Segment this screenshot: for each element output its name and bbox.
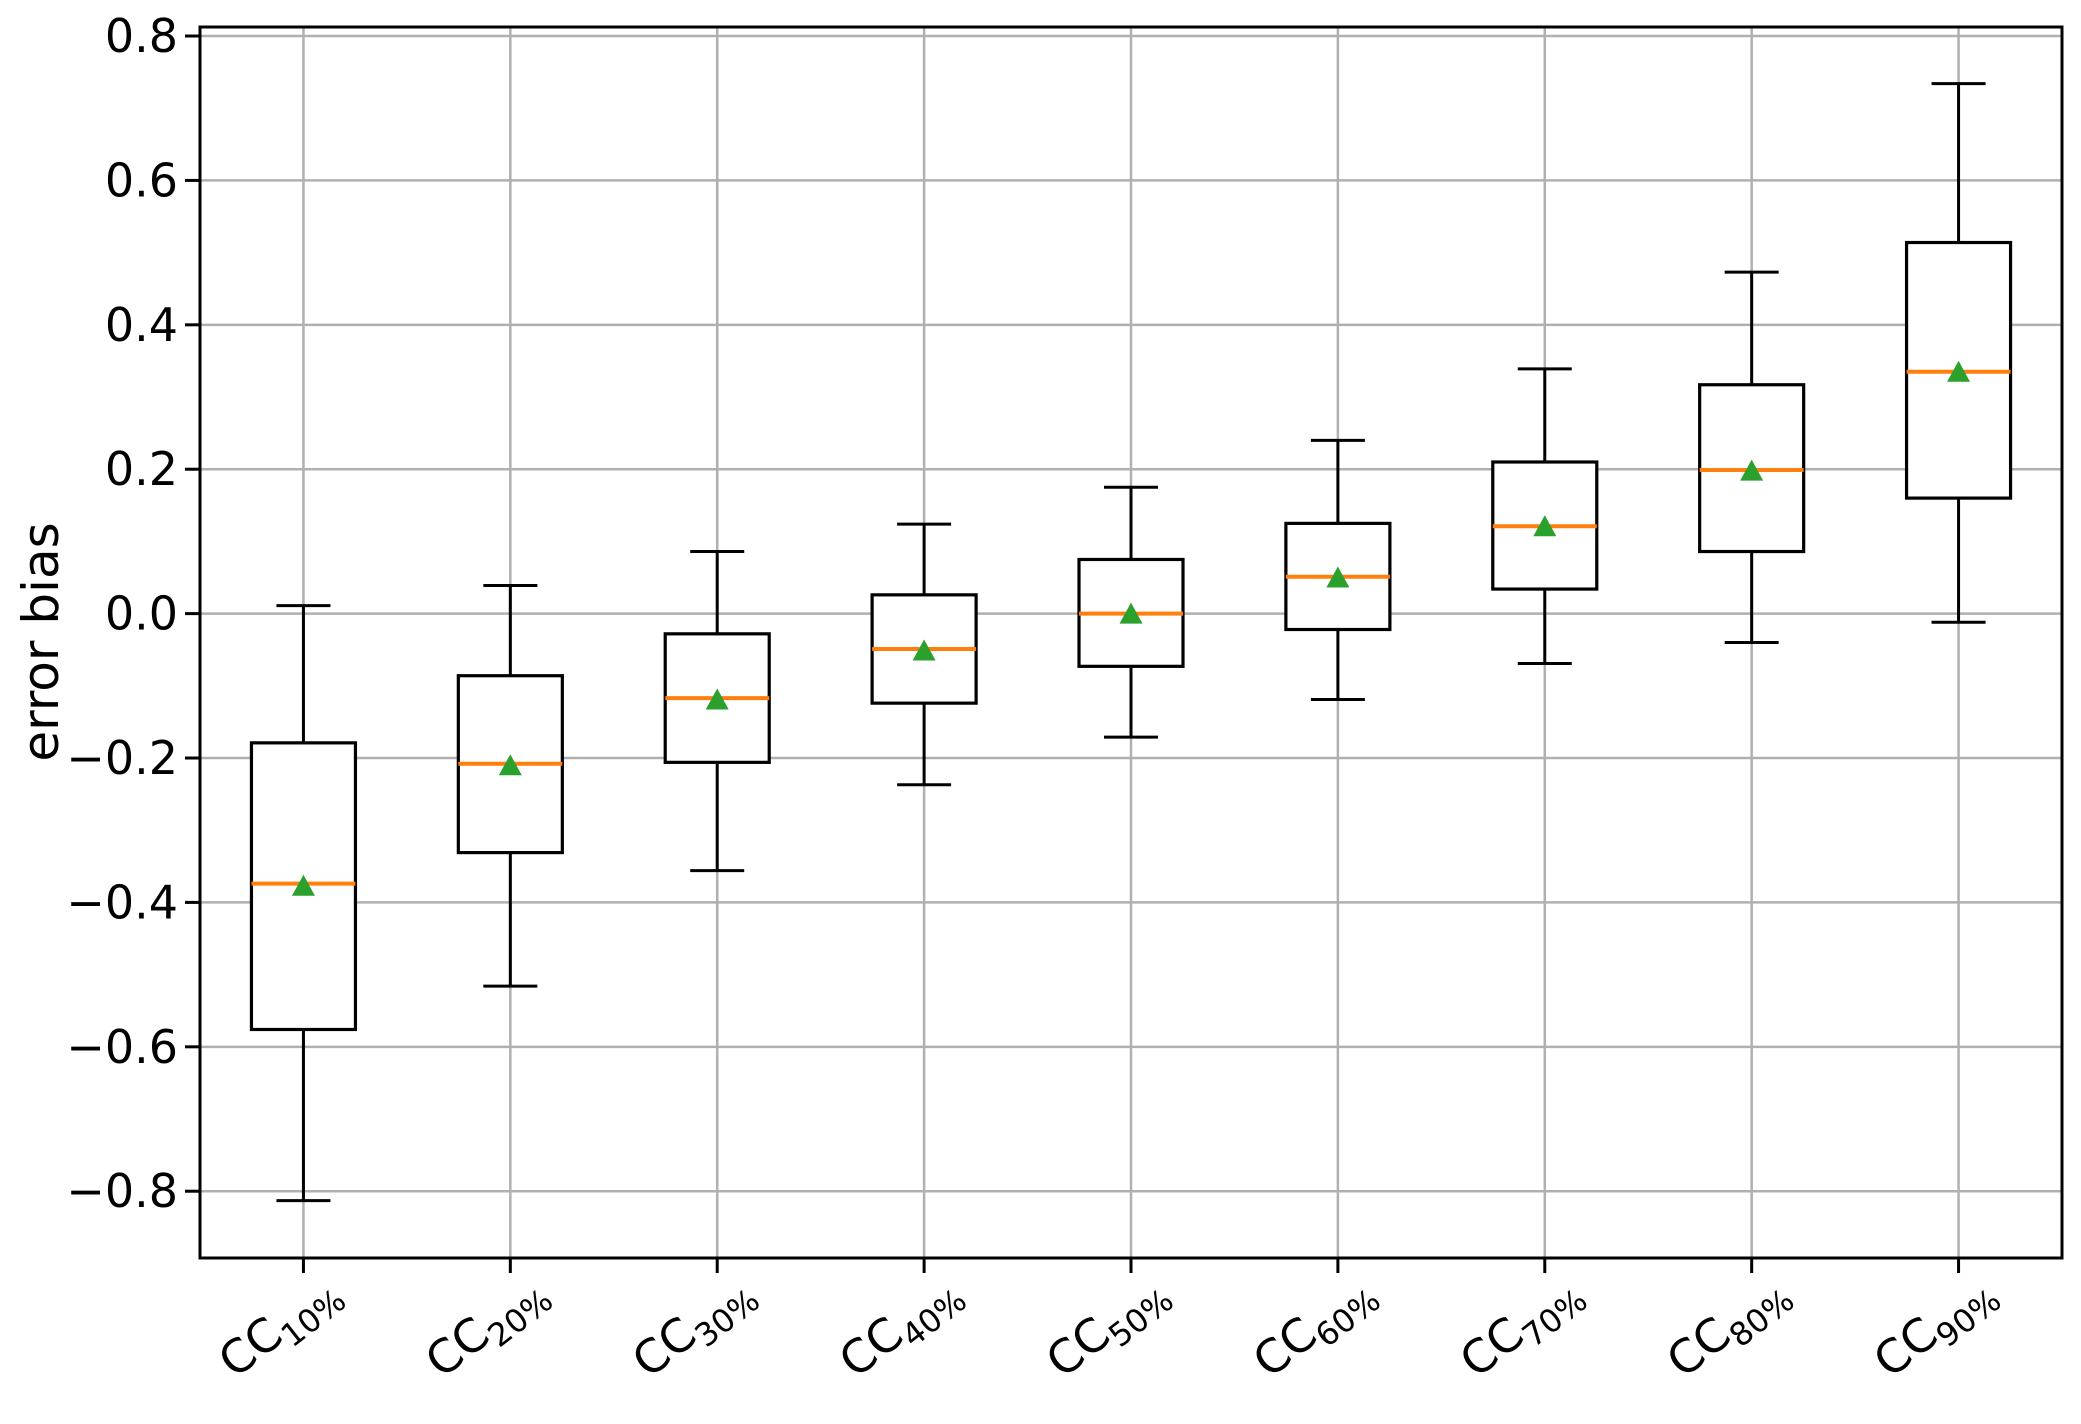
plot-frame [198, 25, 2064, 1260]
x-tick-label: CC70% [1450, 1262, 1595, 1394]
boxplot-box-CC50% [1077, 485, 1185, 739]
x-tick-label-base: CC [622, 1306, 706, 1388]
mean-marker [1326, 566, 1350, 588]
boxplot-box-CC30% [663, 550, 771, 873]
boxplot-box-CC60% [1284, 438, 1392, 702]
x-tick-label-base: CC [1863, 1306, 1947, 1388]
y-tick-label: −0.8 [66, 1164, 178, 1218]
mean-marker [1533, 515, 1557, 537]
x-tick-label: CC60% [1243, 1262, 1388, 1394]
mean-marker [498, 754, 522, 776]
boxplot-box-CC80% [1698, 270, 1806, 644]
boxplot-box-CC40% [870, 522, 978, 787]
x-tick-label: CC40% [829, 1262, 974, 1394]
boxplot-box-CC90% [1904, 82, 2013, 624]
x-tick-label-base: CC [1657, 1306, 1741, 1388]
y-tick-label: 0.0 [105, 587, 178, 641]
x-tick-label: CC80% [1657, 1262, 1802, 1394]
x-tick-label-base: CC [829, 1306, 913, 1388]
mean-marker [912, 639, 936, 661]
mean-marker [1947, 360, 1971, 382]
box-layer [249, 82, 2013, 1203]
boxplot-box-CC20% [456, 583, 564, 988]
x-tick-label-base: CC [1243, 1306, 1327, 1388]
axis-layer: 0.8 0.6 0.4 0.2 0.0 −0.2 −0.4 −0.6 −0.8 CC10% CC20… [66, 9, 2064, 1394]
x-tick-label-base: CC [208, 1306, 292, 1388]
x-tick-label-base: CC [415, 1306, 499, 1388]
y-tick-label: −0.2 [66, 731, 178, 785]
x-tick-label: CC90% [1863, 1262, 2008, 1394]
y-tick-label: 0.8 [105, 9, 178, 63]
x-tick-label: CC20% [415, 1262, 560, 1394]
x-tick-label: CC50% [1036, 1262, 1181, 1394]
y-tick-label: −0.4 [66, 875, 178, 929]
x-tick-label: CC10% [208, 1262, 353, 1394]
y-axis-label: error bias [12, 522, 70, 761]
x-tick-label: CC30% [622, 1262, 767, 1394]
y-tick-label: −0.6 [66, 1020, 178, 1074]
mean-marker [705, 688, 729, 710]
boxplot-box-CC70% [1491, 367, 1599, 665]
y-tick-label: 0.4 [105, 298, 178, 352]
y-tick-label: 0.6 [105, 153, 178, 207]
y-tick-label: 0.2 [105, 442, 178, 496]
x-tick-label-base: CC [1450, 1306, 1534, 1388]
boxplot-box-CC10% [249, 604, 358, 1203]
mean-marker [1119, 602, 1143, 624]
mean-marker [291, 874, 315, 896]
mean-marker [1740, 459, 1764, 481]
x-tick-label-base: CC [1036, 1306, 1120, 1388]
